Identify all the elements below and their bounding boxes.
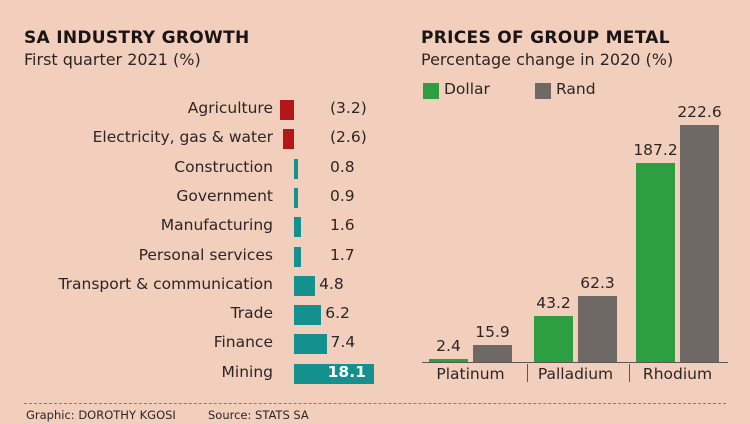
category-label-mining: Mining [221, 362, 273, 381]
footer-divider [24, 403, 726, 404]
value-label-palladium-rand: 62.3 [580, 273, 615, 292]
category-label-construction: Construction [174, 157, 273, 176]
category-label-government: Government [176, 186, 273, 205]
bar-rhodium-rand [680, 124, 719, 362]
legend-swatch-dollar [423, 83, 439, 99]
source-credit: Source: STATS SA [208, 408, 309, 422]
value-label-rhodium-dollar: 187.2 [633, 140, 678, 159]
category-label-platinum: Platinum [436, 365, 505, 383]
bar-palladium-dollar [534, 315, 573, 362]
category-label-transport-and-communication: Transport & communication [58, 274, 273, 293]
value-label-government: 0.9 [330, 186, 355, 205]
category-label-palladium: Palladium [537, 365, 614, 383]
bar-finance [294, 334, 327, 355]
bar-government [294, 187, 298, 208]
left-chart-subtitle: First quarter 2021 (%) [24, 50, 201, 69]
value-label-trade: 6.2 [325, 304, 350, 323]
value-label-finance: 7.4 [330, 333, 356, 352]
category-label-rhodium: Rhodium [642, 365, 713, 383]
bar-personal-services [294, 246, 302, 267]
legend-swatch-rand [535, 83, 551, 99]
value-label-personal-services: 1.7 [330, 245, 355, 264]
bar-construction [294, 158, 298, 179]
right-chart-title: PRICES OF GROUP METAL [421, 28, 670, 48]
legend-label-dollar: Dollar [444, 80, 490, 98]
bar-electricity-gas-and-water [282, 129, 294, 150]
value-label-construction: 0.8 [330, 157, 355, 176]
x-axis [422, 362, 728, 363]
category-label-agriculture: Agriculture [187, 99, 273, 117]
right-chart-subtitle: Percentage change in 2020 (%) [421, 50, 674, 69]
category-separator [527, 364, 528, 382]
value-label-transport-and-communication: 4.8 [319, 274, 344, 293]
category-label-electricity-gas-and-water: Electricity, gas & water [92, 128, 273, 147]
bar-platinum-rand [473, 345, 512, 362]
bar-palladium-rand [578, 295, 617, 362]
category-label-trade: Trade [230, 304, 273, 323]
value-label-mining: 18.1 [327, 362, 366, 381]
category-label-finance: Finance [213, 333, 273, 352]
value-label-electricity-gas-and-water: (2.6) [330, 128, 367, 147]
value-label-agriculture: (3.2) [330, 99, 367, 117]
value-label-palladium-dollar: 43.2 [536, 293, 571, 312]
graphic-credit: Graphic: DOROTHY KGOSI [26, 408, 176, 422]
bar-trade [294, 305, 322, 326]
bar-platinum-dollar [429, 359, 468, 362]
category-label-personal-services: Personal services [138, 245, 273, 264]
value-label-platinum-dollar: 2.4 [436, 337, 461, 356]
category-separator [629, 364, 630, 382]
bar-mining [294, 363, 374, 384]
value-label-manufacturing: 1.6 [330, 216, 355, 235]
value-label-rhodium-rand: 222.6 [677, 102, 722, 121]
left-chart-title: SA INDUSTRY GROWTH [24, 28, 250, 48]
bar-agriculture [279, 100, 294, 120]
value-label-platinum-rand: 15.9 [475, 323, 510, 342]
bar-transport-and-communication [294, 275, 316, 296]
category-label-manufacturing: Manufacturing [160, 216, 273, 235]
bar-rhodium-dollar [636, 162, 675, 362]
bar-manufacturing [294, 217, 302, 238]
legend-label-rand: Rand [556, 80, 596, 98]
